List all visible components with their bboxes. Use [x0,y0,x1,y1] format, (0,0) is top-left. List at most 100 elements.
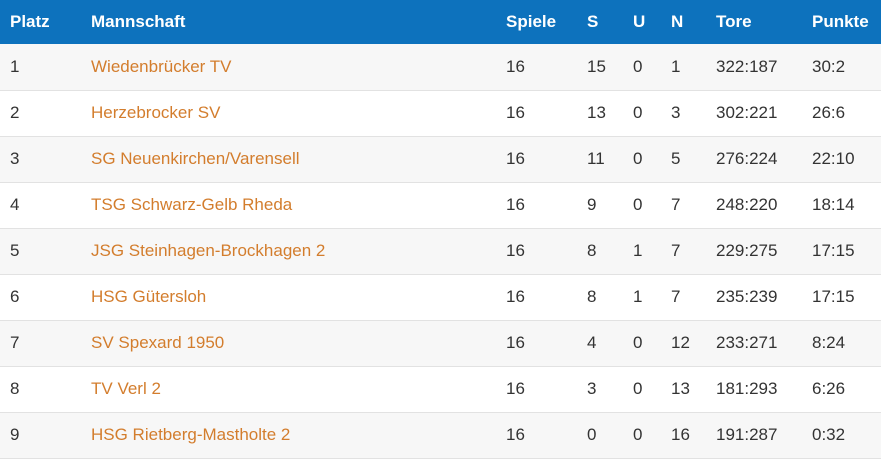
cell-platz: 2 [10,103,20,122]
team-link[interactable]: Wiedenbrücker TV [91,56,232,76]
header-tore: Tore [716,12,752,31]
cell-spiele: 16 [506,287,525,306]
cell-punkte: 30:2 [812,56,846,76]
team-link[interactable]: HSG Gütersloh [91,287,207,306]
cell-mannschaft: SG Neuenkirchen/Varensell [91,136,506,182]
cell-mannschaft: Herzebrocker SV [91,90,506,136]
cell-punkte: 22:10 [812,149,855,168]
table-row: 3 SG Neuenkirchen/Varensell 16 11 0 5 276:224 2… [0,136,881,182]
cell-unentschieden: 0 [633,149,643,168]
cell-punkte: 8:24 [812,333,846,352]
cell-niederlagen: 16 [671,425,690,444]
header-niederlagen: N [671,12,684,31]
table-row: 2 Herzebrocker SV 16 13 0 3 302:221 26:6 [0,90,881,136]
header-punkte: Punkte [812,12,869,31]
cell-tore: 322:187 [716,56,778,76]
cell-spiele: 16 [506,241,525,260]
cell-siege: 4 [587,333,597,352]
table-row: 8 TV Verl 2 16 3 0 13 181:293 6:26 [0,366,881,412]
cell-spiele: 16 [506,103,525,122]
cell-mannschaft: TSG Schwarz-Gelb Rheda [91,182,506,228]
cell-spiele: 16 [506,333,525,352]
team-link[interactable]: JSG Steinhagen-Brockhagen 2 [91,241,326,260]
cell-siege: 0 [587,425,597,444]
cell-tore: 191:287 [716,425,778,444]
cell-mannschaft: TV Verl 2 [91,366,506,412]
team-link[interactable]: TV Verl 2 [91,379,161,398]
cell-spiele: 16 [506,379,525,398]
cell-siege: 15 [587,56,606,76]
cell-platz: 4 [10,195,20,214]
cell-unentschieden: 1 [633,287,643,306]
cell-niederlagen: 1 [671,56,681,76]
cell-platz: 5 [10,241,20,260]
cell-siege: 9 [587,195,597,214]
cell-spiele: 16 [506,149,525,168]
cell-siege: 13 [587,103,606,122]
cell-mannschaft: SV Spexard 1950 [91,320,506,366]
team-link[interactable]: HSG Rietberg-Mastholte 2 [91,425,291,444]
cell-niederlagen: 12 [671,333,690,352]
standings-header: Platz Mannschaft Spiele S U N Tore Punkt… [0,0,881,44]
header-siege: S [587,12,599,31]
cell-unentschieden: 1 [633,241,643,260]
cell-spiele: 16 [506,425,525,444]
cell-tore: 276:224 [716,149,778,168]
cell-siege: 11 [587,149,605,168]
header-mannschaft: Mannschaft [91,12,186,31]
header-platz: Platz [10,12,50,31]
table-row: 7 SV Spexard 1950 16 4 0 12 233:271 8:24 [0,320,881,366]
cell-punkte: 6:26 [812,379,846,398]
cell-spiele: 16 [506,195,525,214]
cell-niederlagen: 5 [671,149,681,168]
header-row: Platz Mannschaft Spiele S U N Tore Punkt… [0,0,881,44]
cell-punkte: 0:32 [812,425,846,444]
cell-niederlagen: 7 [671,195,681,214]
cell-platz: 7 [10,333,20,352]
cell-siege: 3 [587,379,597,398]
cell-platz: 9 [10,425,20,444]
table-row: 6 HSG Gütersloh 16 8 1 7 235:239 17:15 [0,274,881,320]
cell-niederlagen: 3 [671,103,681,122]
cell-unentschieden: 0 [633,195,643,214]
header-spiele: Spiele [506,12,557,31]
table-row: 1 Wiedenbrücker TV 16 15 0 1 322:187 30:2 [0,44,881,90]
cell-platz: 8 [10,379,20,398]
team-link[interactable]: TSG Schwarz-Gelb Rheda [91,195,293,214]
cell-mannschaft: JSG Steinhagen-Brockhagen 2 [91,228,506,274]
cell-unentschieden: 0 [633,379,643,398]
cell-tore: 181:293 [716,379,778,398]
cell-niederlagen: 13 [671,379,690,398]
cell-siege: 8 [587,241,597,260]
cell-unentschieden: 0 [633,103,643,122]
cell-tore: 229:275 [716,241,778,260]
cell-tore: 248:220 [716,195,778,214]
cell-niederlagen: 7 [671,287,681,306]
cell-unentschieden: 0 [633,425,643,444]
cell-siege: 8 [587,287,597,306]
cell-punkte: 18:14 [812,195,855,214]
cell-spiele: 16 [506,56,525,76]
cell-tore: 235:239 [716,287,778,306]
cell-unentschieden: 0 [633,56,643,76]
cell-tore: 233:271 [716,333,778,352]
cell-mannschaft: HSG Gütersloh [91,274,506,320]
standings-body: 1 Wiedenbrücker TV 16 15 0 1 322:187 30:2 2 Herze… [0,44,881,458]
cell-tore: 302:221 [716,103,778,122]
table-row: 4 TSG Schwarz-Gelb Rheda 16 9 0 7 248:220 18:14 [0,182,881,228]
cell-mannschaft: Wiedenbrücker TV [91,44,506,90]
cell-platz: 3 [10,149,20,168]
team-link[interactable]: SG Neuenkirchen/Varensell [91,149,300,168]
cell-punkte: 26:6 [812,103,846,122]
cell-platz: 6 [10,287,20,306]
header-unentschieden: U [633,12,646,31]
cell-unentschieden: 0 [633,333,643,352]
team-link[interactable]: SV Spexard 1950 [91,333,225,352]
cell-niederlagen: 7 [671,241,681,260]
cell-platz: 1 [10,56,20,76]
cell-punkte: 17:15 [812,287,855,306]
table-row: 5 JSG Steinhagen-Brockhagen 2 16 8 1 7 229:275… [0,228,881,274]
cell-punkte: 17:15 [812,241,855,260]
team-link[interactable]: Herzebrocker SV [91,103,221,122]
